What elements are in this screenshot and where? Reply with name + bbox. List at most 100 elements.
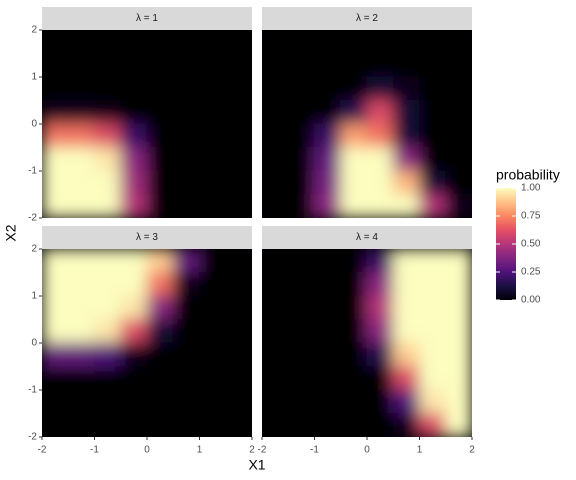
heat-cell <box>445 30 472 54</box>
heat-cell <box>366 272 394 297</box>
x-tick-label: 1 <box>197 445 203 456</box>
y-tick-label: -1 <box>28 385 37 396</box>
heat-cell <box>419 100 447 125</box>
y-tick-label: 1 <box>31 72 37 83</box>
heat-cell <box>42 319 69 344</box>
heat-cell <box>340 100 368 125</box>
heat-cell <box>67 100 95 125</box>
heat-cell <box>314 53 342 78</box>
panel <box>42 249 252 437</box>
strip-label: λ = 4 <box>356 232 378 243</box>
heat-cell <box>419 272 447 297</box>
heat-cell <box>419 194 447 218</box>
heat-cell <box>172 319 200 344</box>
heat-cell <box>67 249 95 273</box>
heat-cell <box>262 170 289 195</box>
y-tick-label: 2 <box>31 25 37 36</box>
heat-cell <box>392 194 420 218</box>
y-axis-title: X2 <box>3 224 19 241</box>
heat-cell <box>314 272 342 297</box>
heat-cell <box>366 295 394 320</box>
heat-cell <box>287 366 315 391</box>
heat-cell <box>392 272 420 297</box>
heat-cell <box>120 147 148 172</box>
heat-cell <box>225 30 252 54</box>
heat-cell <box>392 342 420 367</box>
heat-cell <box>262 389 289 414</box>
heat-cell <box>340 413 368 437</box>
heat-cell <box>172 170 200 195</box>
heat-cell <box>172 295 200 320</box>
heat-cell <box>67 53 95 78</box>
heat-cell <box>199 272 227 297</box>
heat-cell <box>262 53 289 78</box>
heat-cell <box>366 249 394 273</box>
heat-cell <box>94 53 122 78</box>
heat-cell <box>314 123 342 148</box>
heat-cell <box>120 319 148 344</box>
heat-cell <box>287 295 315 320</box>
heat-cell <box>67 342 95 367</box>
heat-cell <box>199 170 227 195</box>
heat-cell <box>67 170 95 195</box>
heat-cell <box>42 249 69 273</box>
strip-background <box>42 226 252 249</box>
heat-cell <box>172 366 200 391</box>
heat-cell <box>199 389 227 414</box>
heat-cell <box>340 76 368 101</box>
heat-cell <box>262 413 289 437</box>
heat-cell <box>42 194 69 218</box>
heat-cell <box>120 100 148 125</box>
heat-cell <box>340 30 368 54</box>
heat-cell <box>366 342 394 367</box>
heat-cell <box>392 319 420 344</box>
heat-cell <box>120 194 148 218</box>
heat-cell <box>445 100 472 125</box>
heat-cell <box>42 76 69 101</box>
heat-cell <box>419 413 447 437</box>
heat-cell <box>172 249 200 273</box>
heat-cell <box>94 413 122 437</box>
heat-cell <box>94 147 122 172</box>
heat-cell <box>199 249 227 273</box>
panel <box>42 30 252 218</box>
heat-cell <box>42 53 69 78</box>
heat-cell <box>419 147 447 172</box>
heat-cell <box>366 319 394 344</box>
heat-cell <box>419 123 447 148</box>
heat-cell <box>287 413 315 437</box>
legend-title: probability <box>496 167 560 183</box>
y-tick-label: 2 <box>31 244 37 255</box>
heat-cell <box>262 342 289 367</box>
heat-cell <box>146 76 174 101</box>
heat-cell <box>314 319 342 344</box>
heat-cell <box>172 53 200 78</box>
heat-cell <box>445 342 472 367</box>
heat-cell <box>366 100 394 125</box>
heat-cell <box>225 295 252 320</box>
heat-cell <box>42 123 69 148</box>
legend-tick-label: 1.00 <box>521 183 541 194</box>
heat-cell <box>94 295 122 320</box>
heat-cell <box>172 389 200 414</box>
heat-cell <box>67 76 95 101</box>
heat-cell <box>67 194 95 218</box>
heat-cell <box>392 170 420 195</box>
heat-cell <box>225 170 252 195</box>
heat-cell <box>419 389 447 414</box>
heat-cell <box>94 366 122 391</box>
heat-cell <box>366 366 394 391</box>
x-tick-label: 2 <box>469 445 475 456</box>
heat-cell <box>314 413 342 437</box>
heat-cell <box>199 342 227 367</box>
heat-cell <box>42 272 69 297</box>
heat-cell <box>445 53 472 78</box>
heat-cell <box>225 194 252 218</box>
strip-label: λ = 3 <box>136 232 158 243</box>
heat-cell <box>419 249 447 273</box>
x-tick-label: -2 <box>258 445 267 456</box>
heat-cell <box>225 272 252 297</box>
heat-cell <box>225 319 252 344</box>
y-tick-label: 0 <box>31 119 37 130</box>
heat-cell <box>392 366 420 391</box>
